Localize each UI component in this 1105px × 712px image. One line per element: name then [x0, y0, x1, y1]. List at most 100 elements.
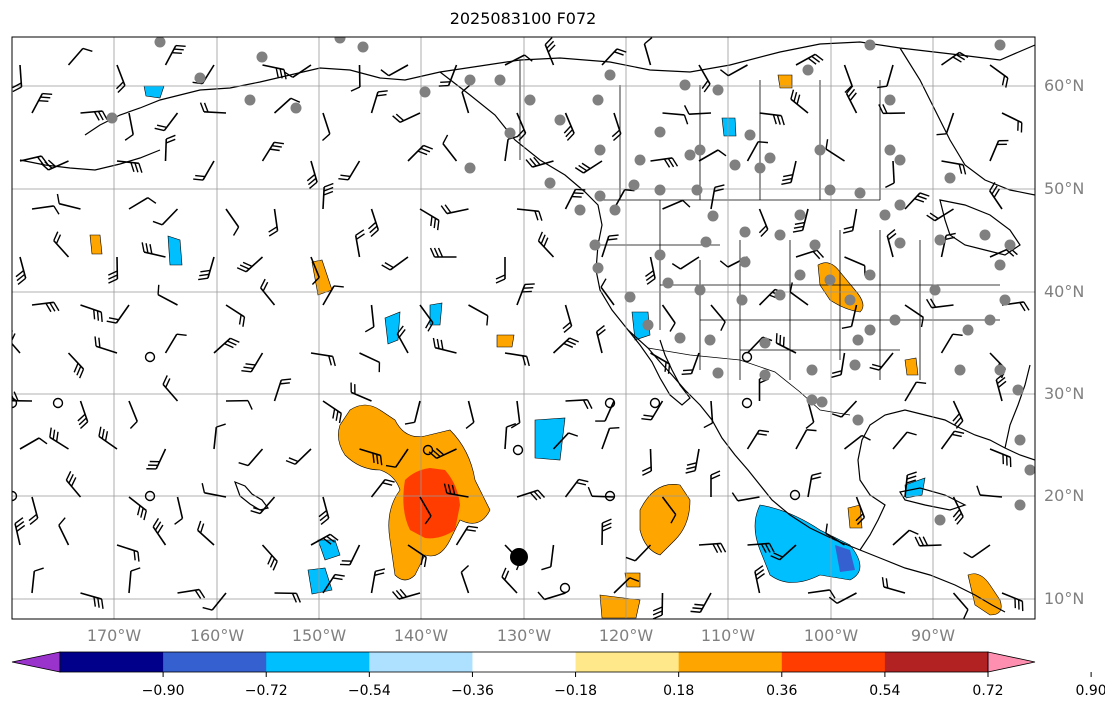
wind-barb: [31, 301, 60, 313]
wind-barb: [563, 112, 575, 141]
wind-barb: [904, 471, 917, 498]
wind-barb: [925, 298, 954, 309]
wind-barb: [359, 448, 383, 466]
station-dot: [852, 414, 864, 426]
lat-label: 60°N: [1044, 76, 1085, 95]
station-dot: [864, 324, 876, 336]
wind-barb: [31, 205, 60, 215]
wind-barb: [601, 426, 620, 450]
wind-barb: [404, 400, 421, 425]
wind-barb: [193, 160, 215, 181]
tropical-cyclone-marker[interactable]: [510, 548, 528, 566]
station-dot: [334, 37, 346, 44]
map-frame-bg: [12, 37, 1035, 619]
wind-barb: [116, 544, 140, 562]
wind-barb: [12, 64, 23, 93]
wind-barb: [67, 352, 85, 379]
wind-barb: [213, 337, 240, 354]
wind-barb: [80, 304, 103, 323]
wind-barb: [795, 53, 824, 66]
wind-barb: [625, 544, 652, 562]
wind-barb: [443, 483, 469, 498]
lon-label: 110°W: [700, 626, 756, 645]
colorbar-segment: [678, 652, 783, 672]
colorbar-tick-label: 0.18: [663, 683, 695, 699]
wind-barb: [381, 256, 409, 271]
wind-barb: [989, 139, 1009, 162]
wind-barb: [525, 156, 554, 168]
wind-barb: [759, 112, 785, 126]
wind-barb: [844, 434, 871, 450]
station-dot: [357, 41, 369, 53]
wind-barb: [828, 592, 857, 605]
wind-barb: [49, 427, 69, 450]
station-dot: [744, 129, 756, 141]
wind-barb: [419, 208, 440, 231]
lon-label: 130°W: [496, 626, 552, 645]
wind-barb: [370, 478, 395, 498]
wind-barb: [98, 426, 118, 450]
station-dot: [504, 127, 516, 139]
lon-label: 120°W: [598, 626, 654, 645]
wind-barb: [1001, 592, 1024, 612]
calm-wind-circle: [741, 351, 753, 363]
wind-barb: [892, 529, 919, 546]
station-dot: [1014, 499, 1026, 511]
wind-barb: [885, 160, 895, 189]
station-dot: [894, 154, 906, 166]
wind-barb: [564, 188, 586, 210]
wind-barb: [392, 112, 421, 124]
station-dot: [494, 74, 506, 86]
station-dot: [1004, 239, 1016, 251]
calm-wind-circle: [12, 397, 18, 409]
wind-barb: [53, 231, 70, 258]
graticule: [12, 37, 1035, 619]
wind-barb: [419, 304, 434, 332]
wind-barb: [731, 492, 760, 502]
station-dot: [754, 162, 766, 174]
wind-barb: [940, 430, 965, 450]
wind-barb: [225, 208, 240, 236]
wind-barb: [855, 496, 866, 525]
colorbar-segment: [472, 652, 577, 672]
wind-barb: [495, 257, 506, 284]
wind-barb: [537, 591, 566, 601]
colorbar-extend-low: [11, 651, 61, 673]
colorbar-tick-label: 0.54: [869, 683, 901, 699]
wind-barb: [1001, 112, 1023, 133]
station-dot: [884, 144, 896, 156]
station-dot: [694, 284, 706, 296]
wind-barb: [989, 64, 1009, 88]
wind-barb: [746, 141, 769, 162]
wind-barb: [31, 92, 53, 114]
lon-label: 150°W: [291, 626, 347, 645]
station-dot: [694, 144, 706, 156]
station-dot: [712, 367, 724, 379]
wind-barb: [124, 112, 134, 141]
wind-barb: [650, 157, 679, 168]
station-dot: [594, 144, 606, 156]
negative-anomaly-core-gulf: [835, 545, 855, 572]
wind-barb: [58, 517, 70, 546]
station-dot: [634, 154, 646, 166]
wind-barb: [574, 160, 603, 174]
wind-barb: [941, 160, 967, 175]
wind-barb: [595, 400, 615, 422]
station-dot: [642, 319, 654, 331]
station-dot: [984, 314, 996, 326]
wind-barb: [698, 149, 727, 162]
wind-barb: [106, 304, 130, 324]
wind-barb: [941, 51, 969, 66]
station-dot: [934, 234, 946, 246]
wind-barb: [260, 278, 276, 306]
wind-barb: [162, 375, 179, 402]
wind-barb: [881, 577, 906, 594]
wind-barb: [662, 199, 691, 210]
wind-barb: [318, 496, 330, 525]
wind-barb: [952, 400, 964, 429]
station-dot: [589, 239, 601, 251]
wind-barb: [516, 489, 546, 501]
station-dot: [806, 364, 818, 376]
wind-barb: [504, 423, 517, 450]
